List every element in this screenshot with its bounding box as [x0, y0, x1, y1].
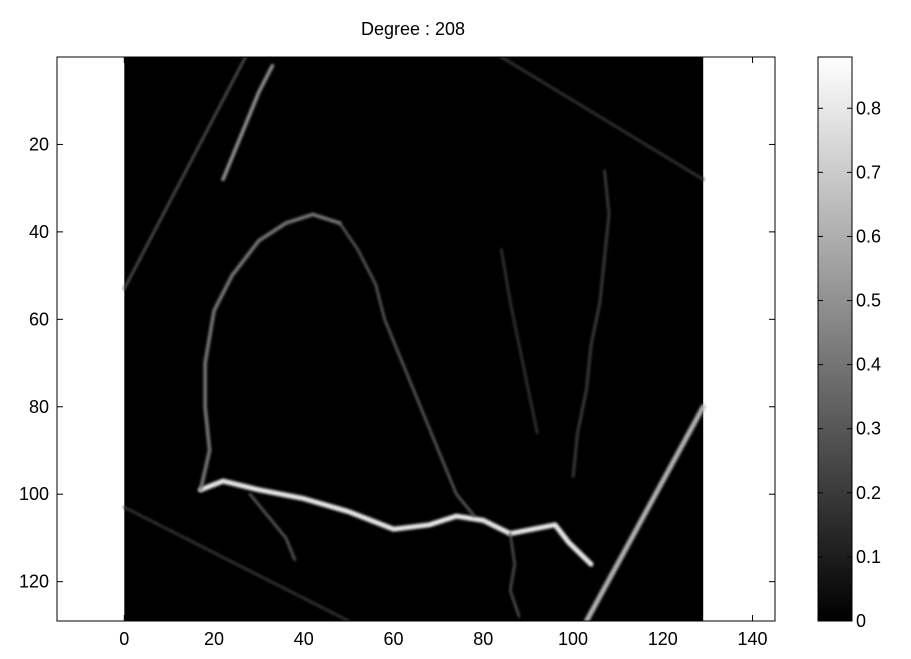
heatmap-left-vessel — [198, 212, 342, 492]
heatmap-mid-right-vessel — [500, 248, 539, 435]
colorbar-tick-label: 0.1 — [856, 547, 881, 567]
heatmap-upper-vessel — [338, 221, 476, 518]
x-tick-label: 0 — [119, 629, 129, 649]
colorbar-box — [817, 56, 853, 622]
heatmap-right-edge-line — [584, 404, 706, 621]
colorbar-tick-label: 0.4 — [856, 355, 881, 375]
x-tick-label: 60 — [384, 629, 404, 649]
y-tick-label: 60 — [29, 309, 49, 329]
colorbar-tick-label: 0.7 — [856, 162, 881, 182]
x-tick-label: 20 — [204, 629, 224, 649]
colorbar-tick-label: 0 — [856, 611, 866, 631]
heatmap-image — [124, 57, 704, 621]
heatmap-top-right-edge-line — [500, 57, 705, 181]
colorbar-tick-label: 0.6 — [856, 226, 881, 246]
heatmap-top-left-edge-line — [123, 57, 247, 290]
heatmap-lower-vessel — [198, 478, 594, 567]
heatmap-lower-branch — [248, 492, 297, 562]
y-tick-label: 20 — [29, 134, 49, 154]
heatmap-bottom-edge-line — [123, 506, 350, 621]
axes: 0 20 40 60 80 100 120 140 20 40 60 80 100 120 — [19, 56, 776, 649]
y-tick-label: 120 — [19, 572, 49, 592]
heatmap-content — [123, 57, 706, 621]
heatmap-right-vessel — [571, 169, 611, 478]
x-tick-label: 80 — [473, 629, 493, 649]
heatmap-top-left-streak — [221, 63, 275, 182]
colorbar-fill — [818, 57, 852, 621]
chart-title: Degree : 208 — [361, 19, 465, 39]
heatmap-bottom-branch — [508, 532, 521, 618]
y-tick-label: 40 — [29, 222, 49, 242]
axes-box — [56, 56, 776, 622]
colorbar-tick-label: 0.3 — [856, 419, 881, 439]
x-tick-label: 100 — [558, 629, 588, 649]
y-tick-label: 80 — [29, 397, 49, 417]
plot-area — [123, 57, 706, 621]
x-tick-label: 120 — [648, 629, 678, 649]
colorbar-tick-label: 0.8 — [856, 98, 881, 118]
colorbar-tick-label: 0.5 — [856, 291, 881, 311]
y-tick-label: 100 — [19, 484, 49, 504]
x-tick-label: 140 — [738, 629, 768, 649]
colorbar: 0 0.1 0.2 0.3 0.4 0.5 0.6 0.7 0.8 — [817, 56, 881, 631]
x-tick-label: 40 — [294, 629, 314, 649]
colorbar-tick-label: 0.2 — [856, 483, 881, 503]
